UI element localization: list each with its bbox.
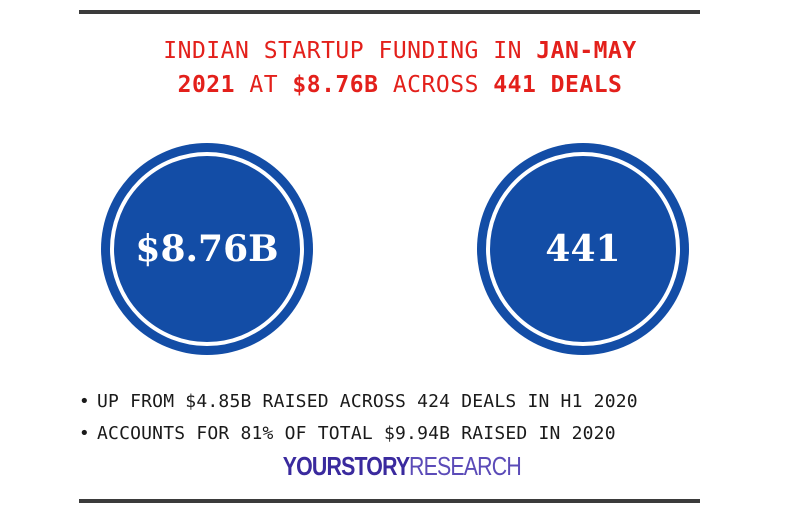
funding-amount-circle: $8.76B [101, 143, 313, 355]
headline: INDIAN STARTUP FUNDING IN JAN-MAY 2021 A… [0, 34, 800, 102]
headline-line-1: INDIAN STARTUP FUNDING IN JAN-MAY [0, 34, 800, 68]
brand-logo: YOURSTORYRESEARCH [0, 451, 800, 482]
list-item: • ACCOUNTS FOR 81% OF TOTAL $9.94B RAISED… [79, 418, 739, 450]
headline-text: AT [235, 72, 293, 98]
headline-highlight: 441 DEALS [493, 72, 623, 98]
list-item: • UP FROM $4.85B RAISED ACROSS 424 DEALS … [79, 386, 739, 418]
bottom-divider [79, 499, 700, 503]
headline-highlight: $8.76B [292, 72, 379, 98]
headline-highlight: JAN-MAY [536, 38, 637, 64]
headline-highlight: 2021 [177, 72, 235, 98]
deal-count-circle: 441 [477, 143, 689, 355]
list-item-text: ACCOUNTS FOR 81% OF TOTAL $9.94B RAISED … [97, 423, 616, 444]
funding-amount-value: $8.76B [135, 228, 279, 270]
brand-logo-light: RESEARCH [408, 451, 522, 481]
bullet-icon: • [79, 423, 90, 444]
headline-text: INDIAN STARTUP FUNDING IN [163, 38, 537, 64]
list-item-text: UP FROM $4.85B RAISED ACROSS 424 DEALS I… [97, 391, 638, 412]
brand-logo-bold: YOURSTORY [282, 451, 409, 481]
bullet-icon: • [79, 391, 90, 412]
top-divider [79, 10, 700, 14]
headline-line-2: 2021 AT $8.76B ACROSS 441 DEALS [0, 68, 800, 102]
deal-count-value: 441 [545, 228, 621, 270]
headline-text: ACROSS [378, 72, 494, 98]
key-points-list: • UP FROM $4.85B RAISED ACROSS 424 DEALS … [79, 386, 739, 450]
